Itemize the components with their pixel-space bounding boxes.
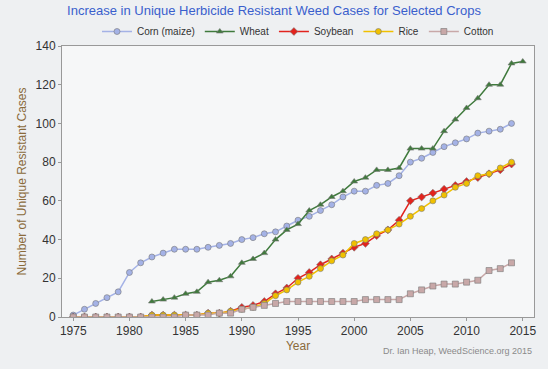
svg-text:60: 60 xyxy=(42,194,56,208)
svg-text:100: 100 xyxy=(36,117,56,131)
svg-text:1990: 1990 xyxy=(228,324,255,338)
svg-text:80: 80 xyxy=(42,155,56,169)
svg-text:1985: 1985 xyxy=(172,324,199,338)
svg-text:Increase in Unique Herbicide R: Increase in Unique Herbicide Resistant W… xyxy=(67,3,481,18)
svg-text:Soybean: Soybean xyxy=(314,26,353,37)
svg-text:Dr. Ian Heap, WeedScience.org: Dr. Ian Heap, WeedScience.org 2015 xyxy=(383,346,532,356)
svg-text:2015: 2015 xyxy=(509,324,536,338)
svg-text:2000: 2000 xyxy=(341,324,368,338)
svg-text:Wheat: Wheat xyxy=(240,26,269,37)
svg-text:Corn (maize): Corn (maize) xyxy=(137,26,195,37)
svg-text:140: 140 xyxy=(36,39,56,53)
svg-text:2010: 2010 xyxy=(453,324,480,338)
svg-text:1980: 1980 xyxy=(116,324,143,338)
svg-text:Rice: Rice xyxy=(398,26,418,37)
svg-text:0: 0 xyxy=(49,310,56,324)
svg-text:120: 120 xyxy=(36,78,56,92)
svg-text:40: 40 xyxy=(42,233,56,247)
svg-text:2005: 2005 xyxy=(397,324,424,338)
svg-text:Year: Year xyxy=(286,339,310,353)
svg-text:Cotton: Cotton xyxy=(464,26,493,37)
svg-text:20: 20 xyxy=(42,271,56,285)
svg-text:1975: 1975 xyxy=(60,324,87,338)
svg-text:1995: 1995 xyxy=(285,324,312,338)
svg-text:Number of Unique Resistant Cas: Number of Unique Resistant Cases xyxy=(15,87,29,275)
